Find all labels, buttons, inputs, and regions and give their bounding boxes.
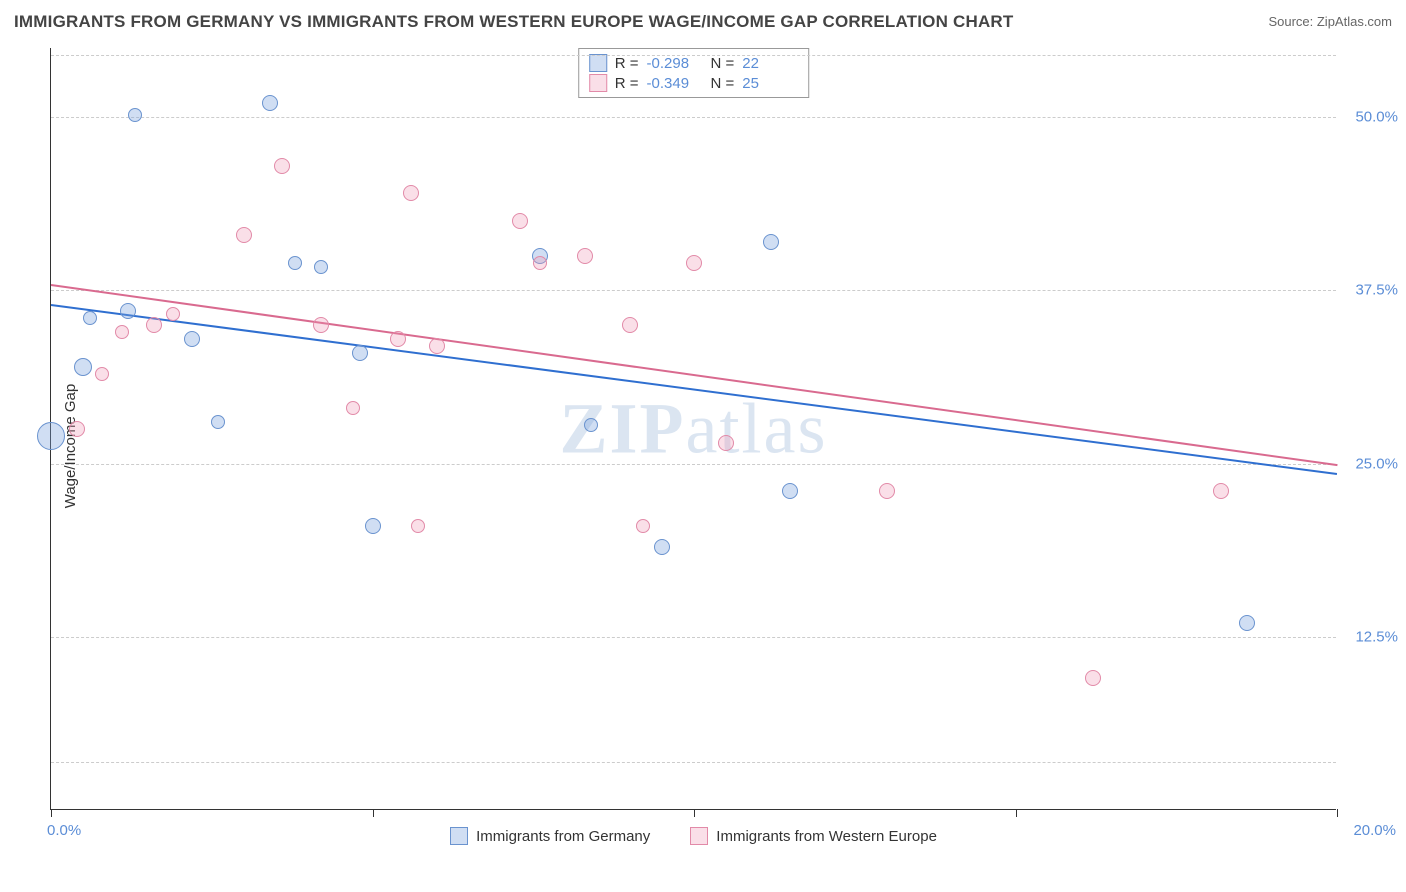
y-tick-label: 12.5%	[1342, 628, 1398, 645]
source-name: ZipAtlas.com	[1317, 14, 1392, 29]
data-point-germany	[314, 260, 328, 274]
x-tick-label-right: 20.0%	[1353, 822, 1396, 839]
plot-area: ZIPatlas R = -0.298 N = 22 R = -0.349 N …	[50, 48, 1336, 810]
legend-label-weurope: Immigrants from Western Europe	[716, 828, 937, 845]
watermark: ZIPatlas	[560, 387, 828, 470]
chart-title: IMMIGRANTS FROM GERMANY VS IMMIGRANTS FR…	[14, 12, 1014, 31]
grid-line	[51, 290, 1336, 291]
data-point-germany	[37, 422, 65, 450]
data-point-western_europe	[636, 519, 650, 533]
data-point-western_europe	[236, 227, 252, 243]
legend-item-germany: Immigrants from Germany	[450, 827, 650, 845]
data-point-western_europe	[390, 331, 406, 347]
grid-line	[51, 762, 1336, 763]
data-point-western_europe	[95, 367, 109, 381]
data-point-germany	[365, 518, 381, 534]
y-tick-label: 37.5%	[1342, 282, 1398, 299]
n-value-weurope: 25	[742, 75, 798, 92]
series-legend: Immigrants from Germany Immigrants from …	[51, 827, 1336, 845]
grid-line	[51, 637, 1336, 638]
data-point-western_europe	[166, 307, 180, 321]
swatch-weurope-icon	[690, 827, 708, 845]
x-tick	[373, 809, 374, 817]
data-point-western_europe	[622, 317, 638, 333]
data-point-western_europe	[686, 255, 702, 271]
data-point-germany	[763, 234, 779, 250]
data-point-germany	[83, 311, 97, 325]
trend-line-western_europe	[51, 284, 1337, 466]
n-label: N =	[711, 55, 735, 72]
data-point-germany	[120, 303, 136, 319]
r-value-germany: -0.298	[647, 55, 703, 72]
data-point-western_europe	[577, 248, 593, 264]
data-point-germany	[654, 539, 670, 555]
legend-item-weurope: Immigrants from Western Europe	[690, 827, 937, 845]
swatch-germany-icon	[450, 827, 468, 845]
grid-line	[51, 117, 1336, 118]
data-point-western_europe	[533, 256, 547, 270]
legend-row-weurope: R = -0.349 N = 25	[589, 73, 799, 93]
data-point-western_europe	[1085, 670, 1101, 686]
grid-line	[51, 464, 1336, 465]
data-point-western_europe	[512, 213, 528, 229]
data-point-western_europe	[411, 519, 425, 533]
legend-label-germany: Immigrants from Germany	[476, 828, 650, 845]
data-point-western_europe	[879, 483, 895, 499]
data-point-western_europe	[115, 325, 129, 339]
y-tick-label: 50.0%	[1342, 109, 1398, 126]
data-point-germany	[1239, 615, 1255, 631]
data-point-germany	[262, 95, 278, 111]
source-prefix: Source:	[1268, 14, 1316, 29]
y-tick-label: 25.0%	[1342, 455, 1398, 472]
x-tick	[1016, 809, 1017, 817]
data-point-western_europe	[69, 421, 85, 437]
data-point-germany	[128, 108, 142, 122]
legend-row-germany: R = -0.298 N = 22	[589, 53, 799, 73]
data-point-western_europe	[274, 158, 290, 174]
data-point-germany	[211, 415, 225, 429]
source-attribution: Source: ZipAtlas.com	[1268, 14, 1392, 29]
data-point-western_europe	[1213, 483, 1229, 499]
data-point-germany	[782, 483, 798, 499]
x-tick	[1337, 809, 1338, 817]
data-point-western_europe	[313, 317, 329, 333]
data-point-germany	[74, 358, 92, 376]
swatch-weurope	[589, 74, 607, 92]
x-tick	[51, 809, 52, 817]
swatch-germany	[589, 54, 607, 72]
x-tick-label-left: 0.0%	[47, 822, 81, 839]
data-point-germany	[288, 256, 302, 270]
data-point-western_europe	[346, 401, 360, 415]
data-point-western_europe	[146, 317, 162, 333]
r-label: R =	[615, 75, 639, 92]
data-point-western_europe	[429, 338, 445, 354]
data-point-germany	[352, 345, 368, 361]
r-value-weurope: -0.349	[647, 75, 703, 92]
data-point-western_europe	[403, 185, 419, 201]
trend-line-germany	[51, 304, 1337, 475]
grid-line	[51, 55, 1336, 56]
x-tick	[694, 809, 695, 817]
n-value-germany: 22	[742, 55, 798, 72]
data-point-germany	[184, 331, 200, 347]
data-point-western_europe	[718, 435, 734, 451]
n-label: N =	[711, 75, 735, 92]
r-label: R =	[615, 55, 639, 72]
data-point-germany	[584, 418, 598, 432]
